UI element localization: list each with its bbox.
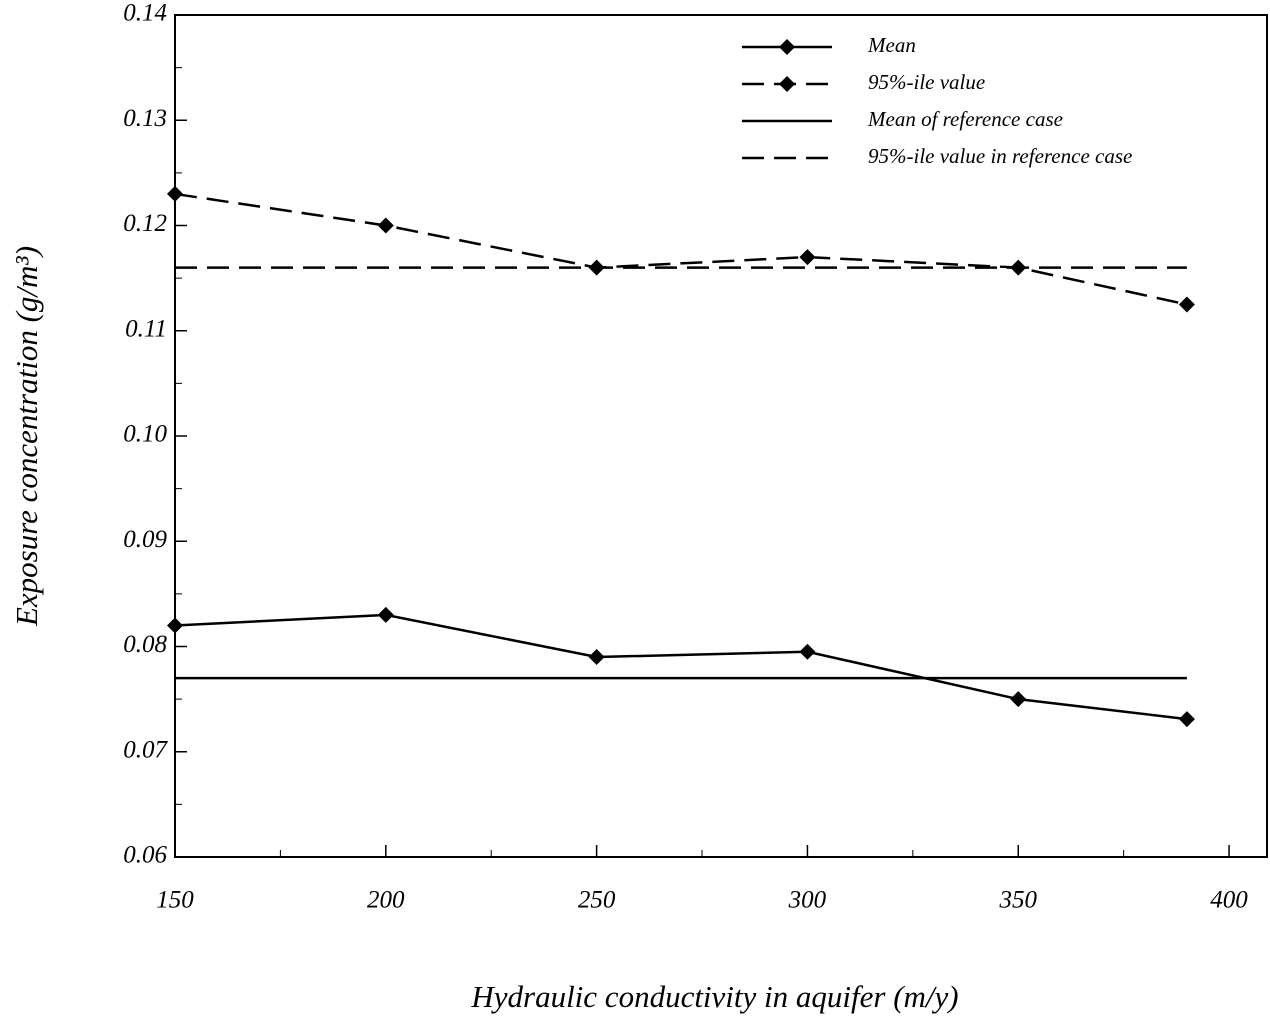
y-tick-label: 0.09: [123, 526, 167, 553]
point-marker: [1178, 711, 1195, 728]
point-marker: [1010, 691, 1027, 708]
point-marker: [377, 217, 394, 234]
point-marker: [377, 606, 394, 623]
series-line: [174, 613, 1188, 721]
x-tick-label: 400: [1210, 887, 1248, 914]
y-tick-label: 0.08: [123, 631, 167, 658]
point-marker: [1178, 296, 1195, 313]
x-tick-label: 300: [788, 887, 827, 914]
plot-frame: [174, 14, 1268, 858]
y-tick-label: 0.07: [123, 736, 168, 763]
legend-label: 95%-ile value: [868, 70, 985, 94]
y-tick-label: 0.14: [123, 0, 167, 27]
point-marker: [799, 249, 816, 266]
x-tick-label: 250: [578, 887, 616, 914]
legend-marker: [779, 39, 795, 55]
x-tick-label: 150: [156, 887, 194, 914]
point-marker: [588, 649, 605, 666]
point-marker: [167, 185, 183, 202]
x-axis-title: Hydraulic conductivity in aquifer (m/y): [470, 979, 958, 1014]
y-tick-label: 0.10: [123, 421, 167, 448]
legend-marker: [779, 76, 795, 92]
legend-label: Mean of reference case: [867, 107, 1063, 131]
y-tick-label: 0.13: [123, 105, 167, 132]
point-marker: [167, 617, 183, 634]
y-tick-label: 0.11: [125, 315, 167, 342]
y-axis-title: Exposure concentration (g/m³): [9, 246, 44, 627]
legend-label: 95%-ile value in reference case: [868, 144, 1132, 168]
y-tick-label: 0.12: [123, 210, 167, 237]
legend-label: Mean: [867, 33, 916, 57]
series-line: [174, 192, 1188, 306]
point-marker: [799, 643, 816, 660]
x-tick-label: 200: [367, 887, 405, 914]
x-tick-label: 350: [998, 887, 1037, 914]
y-tick-label: 0.06: [123, 842, 167, 869]
